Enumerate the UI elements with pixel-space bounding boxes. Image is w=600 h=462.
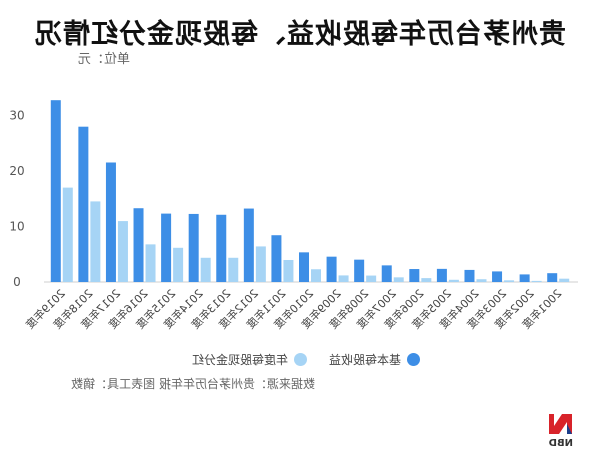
bar-dividend [117, 221, 128, 282]
legend-swatch-eps [407, 353, 420, 366]
legend-item-dividend: 年度每股现金分红 [192, 351, 307, 368]
bar-dividend [311, 269, 321, 282]
bar-eps [271, 235, 282, 282]
bar-dividend [228, 257, 239, 282]
bar-dividend [393, 277, 404, 282]
legend: 基本每股收益 年度每股现金分红 [178, 351, 420, 368]
bar-dividend [200, 257, 211, 282]
legend-label-eps: 基本每股收益 [328, 353, 401, 367]
bar-dividend [476, 279, 487, 282]
bar-eps [133, 208, 144, 282]
bar-eps [50, 100, 61, 283]
bar-eps [105, 162, 116, 282]
bar-dividend [283, 259, 294, 282]
bar-dividend [421, 278, 432, 282]
source-note: 数据来源：贵州茅台历年年报 图表工具：镝数 [71, 377, 315, 391]
bar-dividend [559, 278, 570, 282]
bar-eps [299, 252, 309, 282]
legend-item-eps: 基本每股收益 [329, 351, 420, 368]
bar-eps [216, 214, 227, 282]
y-tick-label: 0 [13, 275, 21, 289]
legend-label-dividend: 年度每股现金分红 [191, 353, 288, 367]
bar-dividend [173, 247, 184, 282]
bar-eps [78, 126, 89, 282]
bar-eps [519, 274, 530, 282]
legend-swatch-dividend [293, 353, 307, 366]
bar-eps [436, 268, 447, 282]
bar-eps [188, 213, 199, 282]
bar-eps [354, 259, 365, 282]
bar-dividend [448, 279, 459, 282]
y-tick-label: 30 [9, 109, 24, 123]
bar-dividend [62, 187, 73, 282]
bar-dividend [255, 246, 266, 282]
bar-eps [161, 213, 172, 282]
bar-eps [243, 208, 254, 282]
nbd-logo: NBD [549, 414, 573, 449]
bar-eps [326, 256, 337, 282]
bar-eps [409, 269, 420, 282]
bar-dividend [531, 280, 542, 282]
bar-eps [464, 269, 475, 282]
logo-text: NBD [549, 438, 573, 449]
bar-eps [547, 273, 558, 282]
bar-dividend [90, 201, 101, 282]
bar-chart: 01020302001年度2002年度2003年度2004年度2005年度200… [9, 100, 578, 331]
y-tick-label: 10 [9, 220, 24, 234]
y-tick-label: 20 [9, 164, 24, 178]
bar-dividend [145, 244, 156, 282]
bar-dividend [366, 275, 377, 282]
bar-eps [492, 271, 503, 282]
bar-dividend [338, 275, 349, 282]
bar-dividend [504, 280, 515, 282]
bar-eps [381, 265, 392, 282]
